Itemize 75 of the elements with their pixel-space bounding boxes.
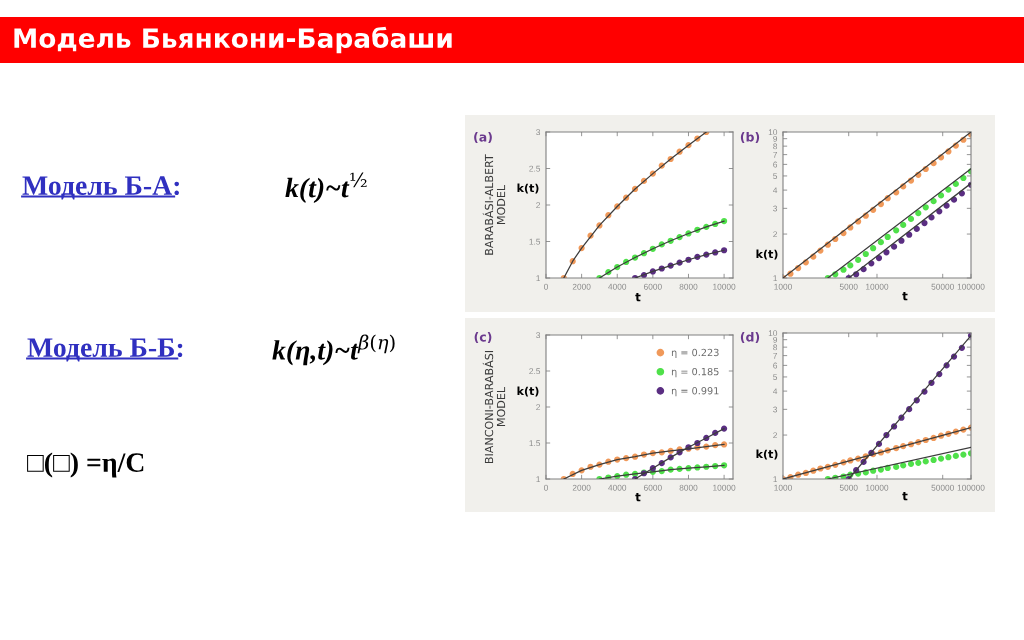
legend-label: η = 0.223 xyxy=(671,348,719,359)
y-tick-label: 2 xyxy=(773,231,778,238)
x-tick-label: 8000 xyxy=(679,484,698,491)
text: k(η,t)~t$^{β(η)}$ xyxy=(272,334,395,366)
y-tick-label: 1 xyxy=(536,275,541,282)
y-tick-label: 7 xyxy=(773,151,778,158)
x-tick-label: 100000 xyxy=(957,484,985,491)
text: k(t)~t$^{½}$ xyxy=(285,172,367,204)
x-tick-label: 4000 xyxy=(608,283,627,290)
x-tick-label: 2000 xyxy=(572,283,591,290)
y-tick-label: 6 xyxy=(773,161,778,168)
text: □(□) =η/C xyxy=(27,452,144,478)
y-tick-label: 2 xyxy=(536,202,541,209)
x-tick-label: 10000 xyxy=(713,283,736,290)
y-tick-label: 4 xyxy=(773,388,778,395)
text: Модель Б-А: xyxy=(22,176,179,200)
y-tick-label: 2.5 xyxy=(529,368,541,375)
x-tick-label: 10000 xyxy=(713,484,736,491)
text: BARABÁSI-ALBERT MODEL xyxy=(482,154,506,255)
chart-title: (c) xyxy=(474,331,492,344)
x-axis-title: t xyxy=(902,491,908,501)
chart-title: (b) xyxy=(740,131,760,144)
y-axis-title: k(t) xyxy=(756,249,778,260)
x-tick-label: 1000 xyxy=(774,283,792,290)
y-tick-label: 10 xyxy=(768,330,778,337)
y-axis-title: k(t) xyxy=(517,183,539,194)
x-tick-label: 2000 xyxy=(572,484,591,491)
y-tick-label: 4 xyxy=(773,187,778,194)
x-tick-label: 8000 xyxy=(679,283,698,290)
y-tick-label: 1.5 xyxy=(529,238,541,245)
y-tick-label: 3 xyxy=(773,205,778,212)
x-tick-label: 5000 xyxy=(839,484,858,491)
legend-label: η = 0.185 xyxy=(671,367,719,378)
y-tick-label: 7 xyxy=(773,352,778,359)
y-tick-label: 3 xyxy=(773,406,778,413)
x-axis-title: t xyxy=(902,291,908,301)
x-tick-label: 10000 xyxy=(866,484,889,491)
chart-title: (a) xyxy=(474,131,492,144)
text: BIANCONI-BARABÁSI MODEL xyxy=(482,351,506,463)
x-tick-label: 10000 xyxy=(866,283,889,290)
x-tick-label: 50000 xyxy=(931,484,954,491)
y-tick-label: 5 xyxy=(773,173,778,180)
text: Модель Б-Б: xyxy=(27,338,183,362)
y-axis-title: k(t) xyxy=(517,386,539,397)
x-tick-label: 0 xyxy=(544,283,548,290)
x-tick-label: 0 xyxy=(544,484,548,491)
x-tick-label: 1000 xyxy=(774,484,792,491)
y-axis-title: k(t) xyxy=(756,449,778,460)
y-tick-label: 1.5 xyxy=(529,440,541,447)
y-tick-label: 9 xyxy=(773,336,778,343)
y-tick-label: 3 xyxy=(536,332,541,339)
x-tick-label: 100000 xyxy=(957,283,985,290)
y-tick-label: 1 xyxy=(773,476,778,483)
x-tick-label: 6000 xyxy=(644,283,662,290)
y-tick-label: 6 xyxy=(773,362,778,369)
y-tick-label: 2 xyxy=(536,404,541,411)
x-tick-label: 5000 xyxy=(839,283,858,290)
legend-label: η = 0.991 xyxy=(671,387,719,397)
y-tick-label: 3 xyxy=(536,129,541,136)
y-tick-label: 8 xyxy=(773,344,778,351)
text: Модель Бьянкони-Барабаши xyxy=(14,26,452,54)
y-tick-label: 9 xyxy=(773,135,778,142)
y-tick-label: 2 xyxy=(773,432,778,439)
y-tick-label: 2.5 xyxy=(529,165,541,172)
x-axis-title: t xyxy=(635,492,641,502)
x-axis-title: t xyxy=(635,292,641,302)
x-tick-label: 4000 xyxy=(608,484,627,491)
y-tick-label: 1 xyxy=(536,476,541,483)
y-tick-label: 10 xyxy=(768,129,778,136)
chart-title: (d) xyxy=(740,331,760,344)
y-tick-label: 1 xyxy=(773,275,778,282)
y-tick-label: 8 xyxy=(773,143,778,150)
x-tick-label: 6000 xyxy=(644,484,662,491)
y-tick-label: 5 xyxy=(773,374,778,381)
x-tick-label: 50000 xyxy=(931,283,954,290)
